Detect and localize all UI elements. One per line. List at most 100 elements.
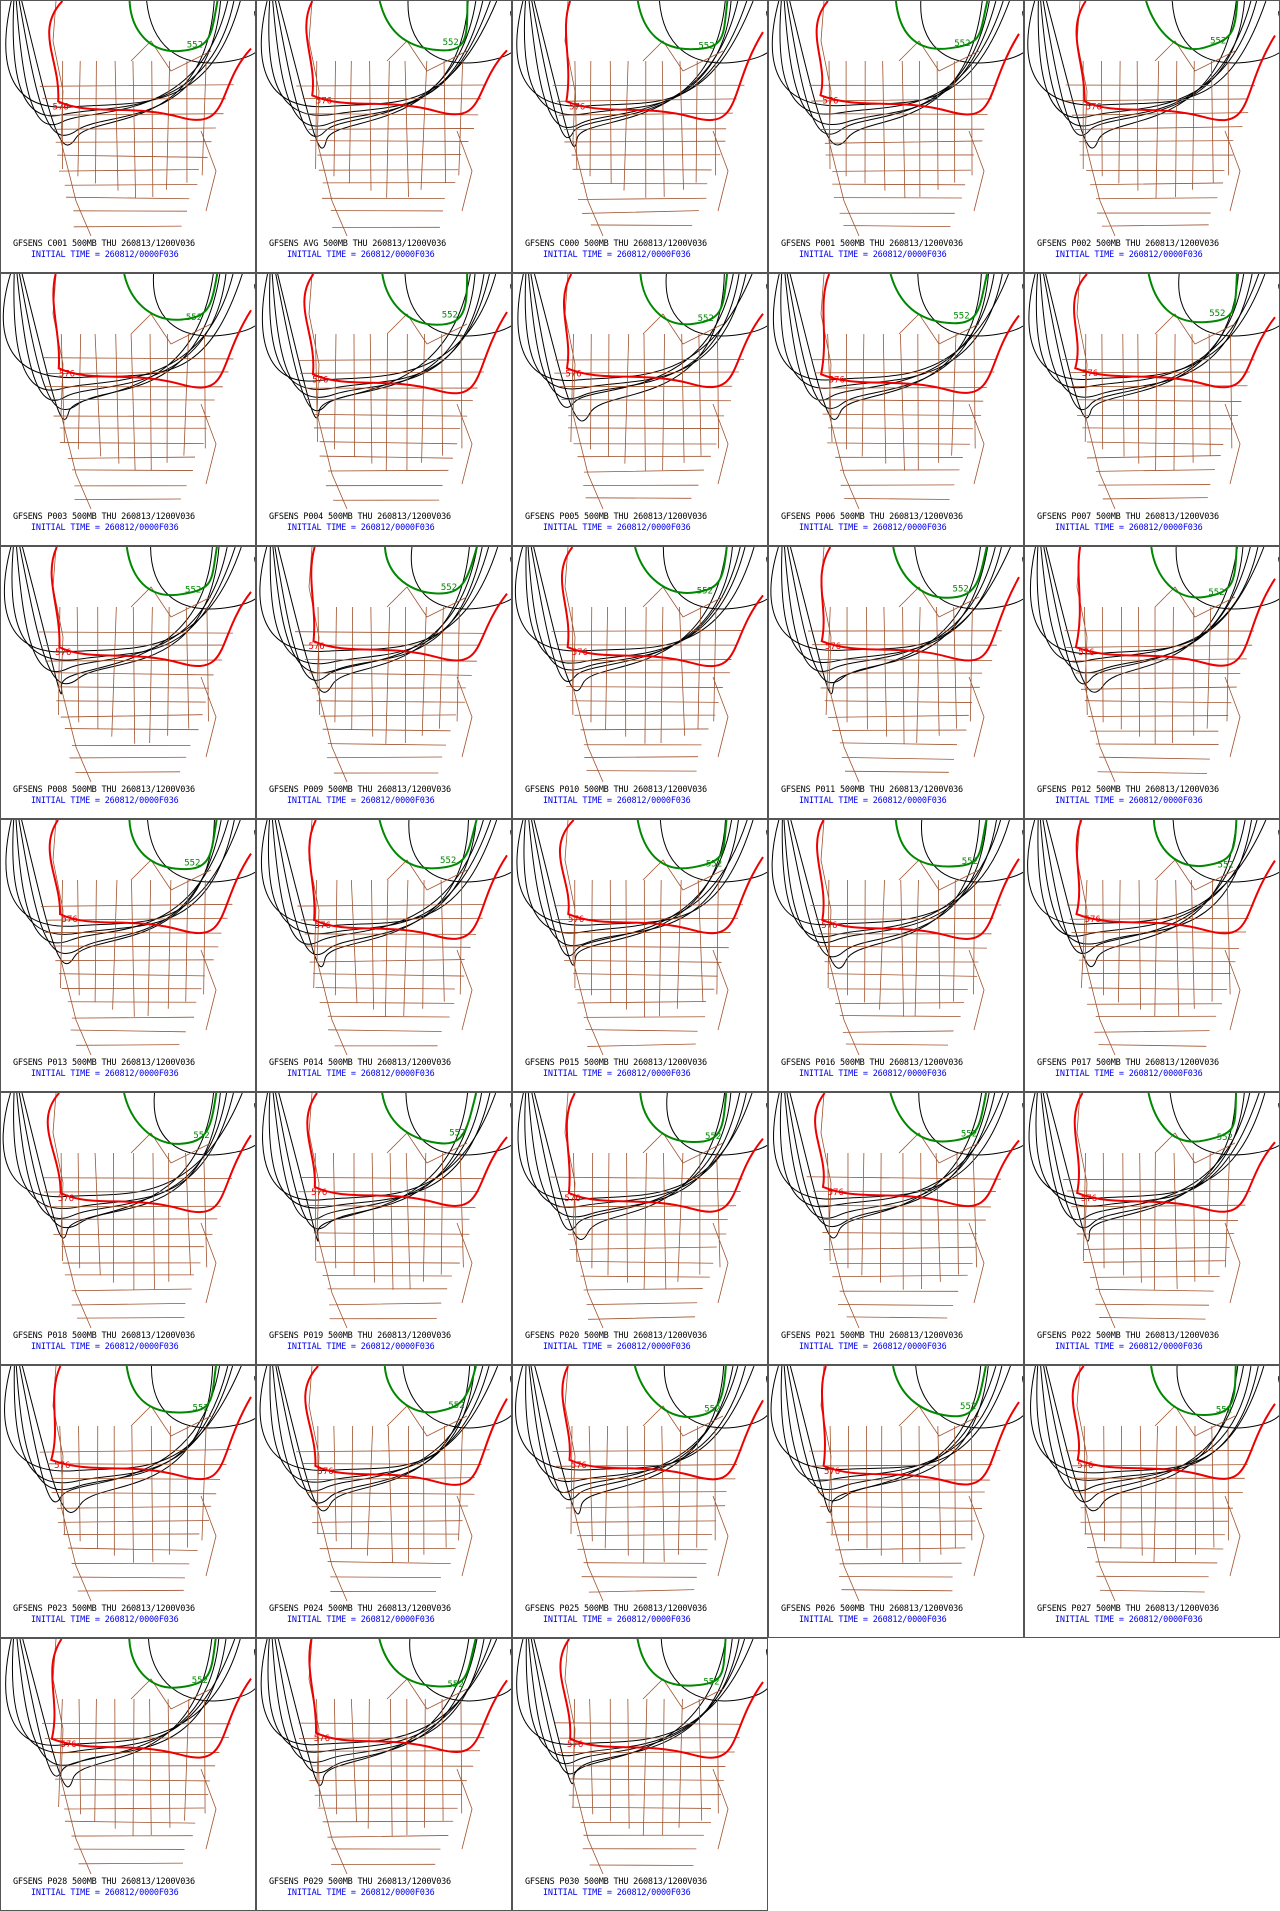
contour [1169, 1093, 1279, 1156]
map-panel: 552 576 GFSENS P022 500MB THU 260813/1200V… [1024, 1092, 1280, 1365]
boundaries [38, 547, 233, 783]
contour-552 [128, 1, 219, 53]
contour [18, 820, 222, 954]
contour [19, 547, 220, 685]
contour-552 [1147, 1093, 1238, 1143]
panel-initial-time: INITIAL TIME = 260812/0000F036 [287, 523, 435, 533]
contour-label: 576 [1077, 1461, 1093, 1471]
contour [18, 274, 221, 411]
contour [275, 274, 476, 412]
contour-576 [305, 1, 508, 116]
contour [1176, 1366, 1279, 1429]
contour [533, 1, 726, 147]
contour [658, 1, 767, 64]
boundaries [298, 274, 486, 510]
contour-576 [50, 547, 252, 667]
contour [1042, 820, 1246, 955]
panel-initial-time: INITIAL TIME = 260812/0000F036 [543, 523, 691, 533]
map: 552 576 [4, 1366, 255, 1602]
panel-title: GFSENS P019 500MB THU 260813/1200V036 [269, 1331, 451, 1341]
panel-initial-time: INITIAL TIME = 260812/0000F036 [799, 796, 947, 806]
contour [272, 547, 483, 674]
boundaries [1064, 547, 1255, 783]
boundaries [1065, 1366, 1253, 1602]
contour [5, 820, 241, 927]
boundaries [552, 1, 745, 237]
panel-initial-time: INITIAL TIME = 260812/0000F036 [287, 796, 435, 806]
contour [1039, 820, 1253, 945]
contour [515, 1366, 755, 1471]
panel-title: GFSENS P002 500MB THU 260813/1200V036 [1037, 239, 1219, 249]
panel-title: GFSENS P009 500MB THU 260813/1200V036 [269, 785, 451, 795]
boundaries [42, 1639, 231, 1875]
contour-label: 576 [828, 1188, 844, 1198]
contour-label: 576 [54, 1461, 70, 1471]
contour-576 [50, 1639, 252, 1759]
panel-initial-time: INITIAL TIME = 260812/0000F036 [799, 523, 947, 533]
contour-label: 576 [55, 648, 71, 658]
contour-label: 576 [829, 375, 845, 385]
contour [262, 1093, 497, 1201]
panel-initial-time: INITIAL TIME = 260812/0000F036 [1055, 1342, 1203, 1352]
contour-label: 576 [58, 1194, 74, 1204]
contour-576 [50, 1366, 252, 1481]
contour [21, 547, 213, 695]
contour-label: 552 [185, 586, 201, 596]
contour [408, 820, 511, 883]
contour [1036, 1366, 1259, 1481]
contour-label: 576 [822, 96, 838, 106]
contour-576 [558, 820, 764, 935]
contour [21, 1366, 214, 1513]
map: 552 576 [516, 820, 767, 1056]
contour-552 [123, 1093, 218, 1145]
boundaries [1063, 1093, 1254, 1329]
contour [13, 1366, 234, 1484]
contour-552 [639, 1093, 728, 1144]
panel-initial-time: INITIAL TIME = 260812/0000F036 [543, 250, 691, 260]
panel-title: GFSENS AVG 500MB THU 260813/1200V036 [269, 239, 447, 249]
map-panel: 552 576 GFSENS P002 500MB THU 260813/1200V… [1024, 0, 1280, 273]
contour [659, 820, 767, 883]
map: 552 576 [2, 274, 255, 510]
panel-initial-time: INITIAL TIME = 260812/0000F036 [31, 796, 179, 806]
panel-title: GFSENS P013 500MB THU 260813/1200V036 [13, 1058, 195, 1068]
map-panel: 552 576 GFSENS P020 500MB THU 260813/1200V… [512, 1092, 768, 1365]
panel-initial-time: INITIAL TIME = 260812/0000F036 [799, 1342, 947, 1352]
map: 552 576 [517, 1093, 767, 1329]
contour [533, 1093, 726, 1240]
contour [1043, 547, 1244, 685]
contour-label: 552 [187, 40, 203, 50]
contour-label: 576 [60, 1740, 76, 1750]
panel-title: GFSENS P015 500MB THU 260813/1200V036 [525, 1058, 707, 1068]
panel-initial-time: INITIAL TIME = 260812/0000F036 [543, 1888, 691, 1898]
contour [1171, 1, 1279, 64]
boundaries [811, 274, 997, 510]
contour [1045, 1366, 1239, 1512]
contour [407, 1, 511, 64]
contour [259, 1366, 499, 1471]
contour-label: 552 [448, 1401, 464, 1411]
boundaries [1065, 1, 1256, 237]
panel-title: GFSENS C001 500MB THU 260813/1200V036 [13, 239, 195, 249]
contour-552 [128, 1639, 217, 1689]
map: 552 576 [773, 274, 1023, 510]
boundaries [43, 1093, 232, 1329]
contour-label: 576 [308, 642, 324, 652]
contour-576 [820, 547, 1020, 662]
contour-552 [892, 1366, 987, 1418]
contour-576 [308, 820, 508, 940]
contour [781, 547, 1002, 663]
map: 552 576 [2, 1093, 255, 1329]
contour-576 [816, 820, 1020, 940]
panel-initial-time: INITIAL TIME = 260812/0000F036 [799, 250, 947, 260]
map-panel: 552 576 GFSENS C001 500MB THU 260813/1200V… [0, 0, 256, 273]
contour [789, 1, 983, 146]
map: 552 576 [1027, 820, 1279, 1056]
contour [277, 274, 471, 419]
contour-label: 552 [1217, 1133, 1233, 1143]
contour-576 [564, 1, 764, 121]
contour [1040, 1093, 1251, 1221]
panel-initial-time: INITIAL TIME = 260812/0000F036 [543, 1069, 691, 1079]
map: 552 576 [771, 820, 1023, 1056]
map-panel: 552 576 GFSENS P029 500MB THU 260813/1200V… [256, 1638, 512, 1911]
